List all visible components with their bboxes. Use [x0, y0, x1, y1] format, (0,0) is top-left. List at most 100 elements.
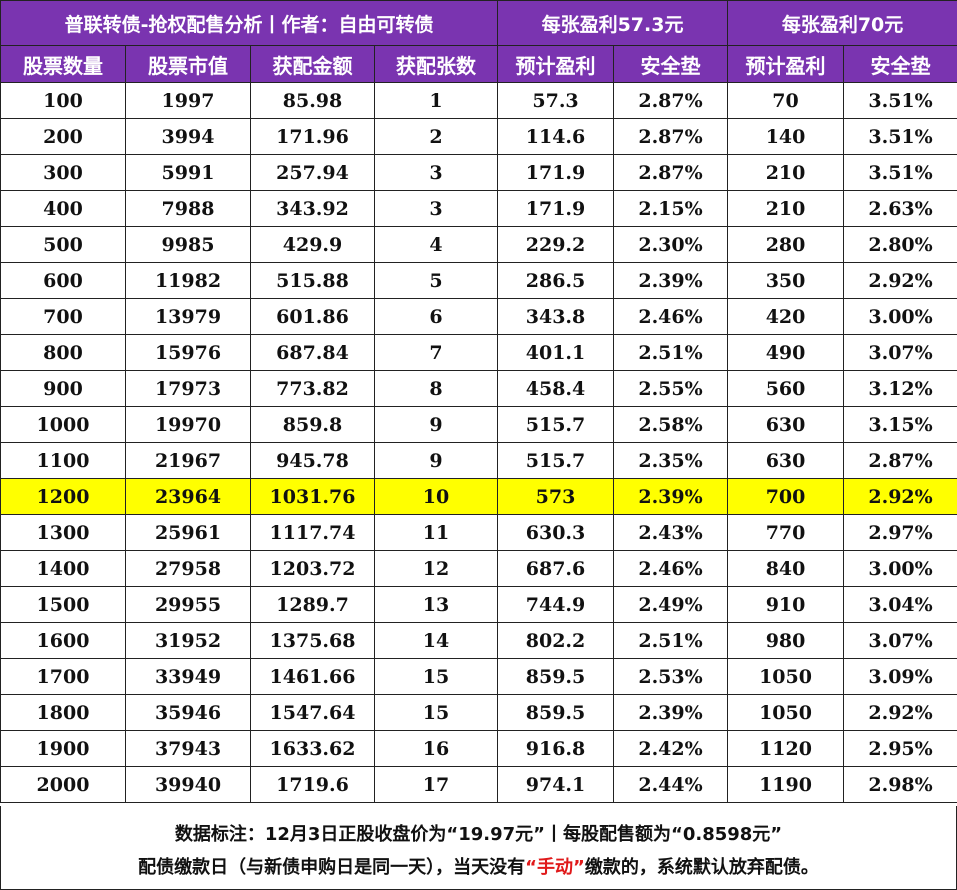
cell-allot-amount: 1289.7	[250, 586, 375, 623]
table-row: 600 11982 515.88 5 286.5 2.39% 350 2.92%	[0, 262, 957, 299]
col-header-profit-2: 预计盈利	[727, 45, 845, 83]
cell-profit-1: 343.8	[497, 298, 615, 335]
cell-market-value: 7988	[125, 190, 251, 227]
cell-safety-1: 2.35%	[613, 442, 729, 479]
cell-profit-2: 770	[727, 514, 845, 551]
cell-profit-2: 1050	[727, 694, 845, 731]
table-row: 1400 27958 1203.72 12 687.6 2.46% 840 3.00%	[0, 550, 957, 587]
cell-profit-1: 57.3	[497, 82, 615, 119]
cell-shares: 1700	[0, 658, 126, 695]
cell-safety-2: 3.12%	[843, 370, 957, 407]
cell-safety-1: 2.58%	[613, 406, 729, 443]
cell-profit-1: 630.3	[497, 514, 615, 551]
cell-safety-2: 3.51%	[843, 154, 957, 191]
cell-allot-count: 6	[373, 298, 499, 335]
cell-profit-1: 974.1	[497, 766, 615, 803]
group-header-57-3: 每张盈利57.3元	[497, 0, 729, 46]
cell-allot-count: 9	[373, 406, 499, 443]
cell-allot-count: 17	[373, 766, 499, 803]
table-row: 300 5991 257.94 3 171.9 2.87% 210 3.51%	[0, 154, 957, 191]
group-header-70: 每张盈利70元	[727, 0, 957, 46]
footer-note-payment: 配债缴款日（与新债申购日是同一天），当天没有“手动”缴款的，系统默认放弃配债。	[1, 853, 956, 879]
cell-safety-1: 2.39%	[613, 262, 729, 299]
table-row: 400 7988 343.92 3 171.9 2.15% 210 2.63%	[0, 190, 957, 227]
cell-profit-1: 401.1	[497, 334, 615, 371]
cell-safety-1: 2.39%	[613, 478, 729, 515]
cell-market-value: 35946	[125, 694, 251, 731]
cell-safety-2: 3.51%	[843, 82, 957, 119]
cell-profit-2: 1050	[727, 658, 845, 695]
cell-allot-amount: 1633.62	[250, 730, 375, 767]
cell-allot-count: 15	[373, 658, 499, 695]
cell-shares: 1300	[0, 514, 126, 551]
col-header-allot-count: 获配张数	[373, 45, 499, 83]
col-header-profit-1: 预计盈利	[497, 45, 615, 83]
col-header-allot-amount: 获配金额	[250, 45, 375, 83]
cell-safety-1: 2.87%	[613, 118, 729, 155]
cell-profit-1: 515.7	[497, 406, 615, 443]
cell-safety-2: 3.00%	[843, 298, 957, 335]
cell-profit-2: 210	[727, 190, 845, 227]
cell-market-value: 19970	[125, 406, 251, 443]
table-body: 100 1997 85.98 1 57.3 2.87% 70 3.51% 200 3994 171.…	[0, 82, 957, 803]
cell-safety-1: 2.51%	[613, 334, 729, 371]
cell-profit-1: 744.9	[497, 586, 615, 623]
cell-market-value: 29955	[125, 586, 251, 623]
cell-profit-2: 980	[727, 622, 845, 659]
column-header-row: 股票数量 股票市值 获配金额 获配张数 预计盈利 安全垫 预计盈利 安全垫	[0, 45, 957, 83]
cell-profit-2: 1120	[727, 730, 845, 767]
cell-profit-1: 171.9	[497, 190, 615, 227]
cell-allot-count: 10	[373, 478, 499, 515]
cell-safety-1: 2.49%	[613, 586, 729, 623]
cell-shares: 2000	[0, 766, 126, 803]
table-row: 500 9985 429.9 4 229.2 2.30% 280 2.80%	[0, 226, 957, 263]
cell-profit-1: 458.4	[497, 370, 615, 407]
cell-allot-amount: 687.84	[250, 334, 375, 371]
cell-shares: 1600	[0, 622, 126, 659]
cell-market-value: 21967	[125, 442, 251, 479]
cell-allot-count: 3	[373, 190, 499, 227]
cell-market-value: 37943	[125, 730, 251, 767]
cell-allot-count: 8	[373, 370, 499, 407]
footer-notes: 数据标注：12月3日正股收盘价为“19.97元”丨每股配售额为“0.8598元”…	[0, 806, 957, 890]
col-header-safety-1: 安全垫	[613, 45, 729, 83]
footer-note-price: 数据标注：12月3日正股收盘价为“19.97元”丨每股配售额为“0.8598元”	[174, 824, 783, 845]
cell-profit-2: 420	[727, 298, 845, 335]
cell-market-value: 15976	[125, 334, 251, 371]
cell-allot-count: 12	[373, 550, 499, 587]
cell-safety-2: 2.92%	[843, 694, 957, 731]
cell-allot-amount: 343.92	[250, 190, 375, 227]
table-row: 800 15976 687.84 7 401.1 2.51% 490 3.07%	[0, 334, 957, 371]
cell-safety-2: 2.87%	[843, 442, 957, 479]
cell-market-value: 11982	[125, 262, 251, 299]
cell-allot-count: 15	[373, 694, 499, 731]
cell-allot-amount: 945.78	[250, 442, 375, 479]
cell-allot-amount: 601.86	[250, 298, 375, 335]
table-row: 1800 35946 1547.64 15 859.5 2.39% 1050 2.92%	[0, 694, 957, 731]
cell-safety-1: 2.43%	[613, 514, 729, 551]
cell-allot-amount: 1203.72	[250, 550, 375, 587]
footer-note-text-2: 缴款的，系统默认放弃配债。	[584, 857, 819, 878]
col-header-shares: 股票数量	[0, 45, 126, 83]
cell-allot-amount: 859.8	[250, 406, 375, 443]
cell-allot-count: 3	[373, 154, 499, 191]
cell-shares: 900	[0, 370, 126, 407]
cell-profit-2: 350	[727, 262, 845, 299]
cell-allot-amount: 1461.66	[250, 658, 375, 695]
cell-safety-2: 2.63%	[843, 190, 957, 227]
cell-profit-2: 910	[727, 586, 845, 623]
cell-allot-amount: 773.82	[250, 370, 375, 407]
table-title: 普联转债-抢权配售分析丨作者：自由可转债	[0, 0, 499, 46]
cell-shares: 800	[0, 334, 126, 371]
cell-safety-1: 2.46%	[613, 550, 729, 587]
cell-allot-count: 7	[373, 334, 499, 371]
cell-allot-amount: 257.94	[250, 154, 375, 191]
cell-shares: 1400	[0, 550, 126, 587]
cell-allot-count: 11	[373, 514, 499, 551]
cell-profit-2: 840	[727, 550, 845, 587]
table-row: 1900 37943 1633.62 16 916.8 2.42% 1120 2.95%	[0, 730, 957, 767]
cell-profit-2: 560	[727, 370, 845, 407]
cell-safety-1: 2.87%	[613, 154, 729, 191]
allotment-table: 普联转债-抢权配售分析丨作者：自由可转债 每张盈利57.3元 每张盈利70元 股…	[0, 0, 957, 803]
table-row: 1100 21967 945.78 9 515.7 2.35% 630 2.87%	[0, 442, 957, 479]
